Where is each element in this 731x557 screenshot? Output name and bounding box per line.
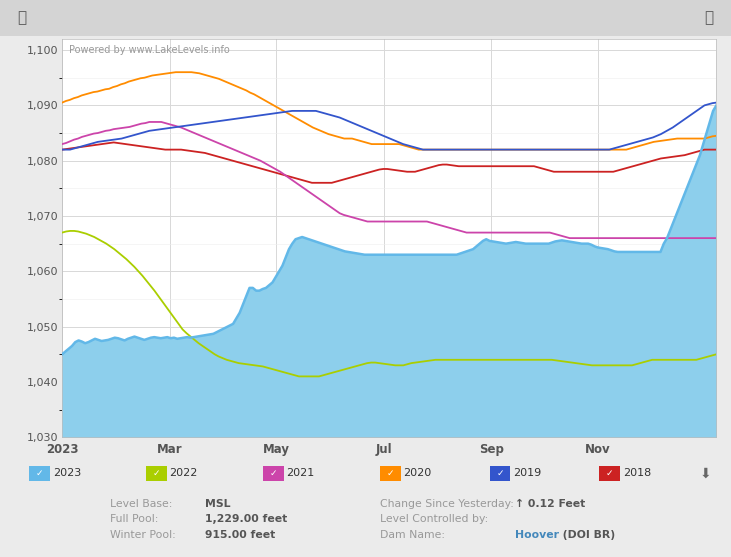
Text: ↑ 0.12 Feet: ↑ 0.12 Feet	[515, 499, 586, 509]
Text: Full Pool:: Full Pool:	[110, 514, 162, 524]
Text: (DOI BR): (DOI BR)	[559, 530, 616, 540]
Text: Winter Pool:: Winter Pool:	[110, 530, 179, 540]
Text: ✓: ✓	[36, 469, 43, 478]
Text: Level Base:: Level Base:	[110, 499, 175, 509]
Text: ✓: ✓	[387, 469, 394, 478]
Text: 2019: 2019	[513, 468, 542, 478]
Text: Level Controlled by:: Level Controlled by:	[380, 514, 492, 524]
Text: ⏚: ⏚	[18, 11, 26, 26]
Text: Change Since Yesterday:: Change Since Yesterday:	[380, 499, 518, 509]
Text: 2018: 2018	[623, 468, 651, 478]
Text: MSL: MSL	[205, 499, 230, 509]
Text: Dam Name:: Dam Name:	[380, 530, 449, 540]
Text: 1,229.00 feet: 1,229.00 feet	[205, 514, 287, 524]
Text: 2023: 2023	[53, 468, 81, 478]
Text: 2021: 2021	[287, 468, 315, 478]
Text: ✓: ✓	[270, 469, 277, 478]
Text: ✓: ✓	[496, 469, 504, 478]
Text: ⬇: ⬇	[700, 466, 711, 481]
Text: 915.00 feet: 915.00 feet	[205, 530, 275, 540]
Text: 2020: 2020	[404, 468, 432, 478]
Text: ⏚: ⏚	[705, 11, 713, 26]
Text: ✓: ✓	[153, 469, 160, 478]
Text: Hoover: Hoover	[515, 530, 559, 540]
Text: 2022: 2022	[170, 468, 198, 478]
Text: Powered by www.LakeLevels.info: Powered by www.LakeLevels.info	[69, 45, 230, 55]
Text: ✓: ✓	[606, 469, 613, 478]
